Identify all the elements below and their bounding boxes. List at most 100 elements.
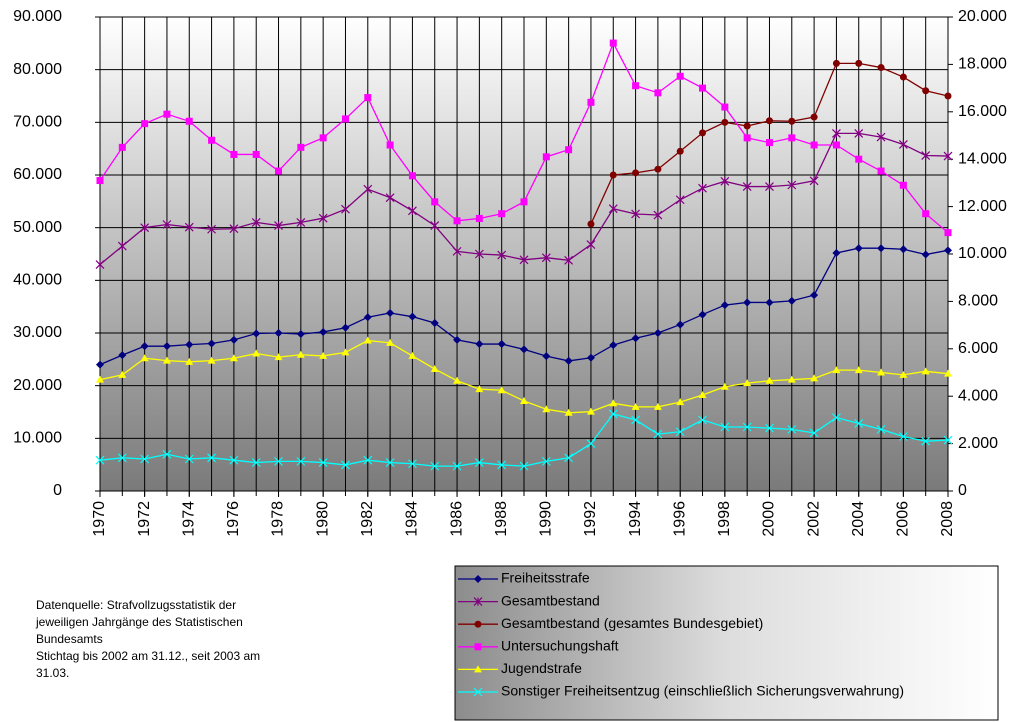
marker (541, 456, 551, 466)
marker (430, 461, 440, 471)
marker (363, 336, 372, 344)
y-tick-label: 50.000 (13, 219, 62, 236)
marker (95, 455, 105, 465)
marker (453, 376, 462, 384)
marker (252, 349, 261, 357)
marker (274, 221, 283, 230)
marker (810, 291, 819, 300)
marker (520, 345, 528, 354)
x-tick-label: 1990 (538, 501, 555, 537)
marker (184, 454, 194, 464)
marker (498, 210, 506, 218)
marker (564, 408, 573, 416)
x-tick-label: 1984 (404, 501, 421, 537)
marker (140, 454, 150, 464)
marker (854, 128, 864, 138)
legend-box (454, 565, 999, 721)
marker (854, 366, 863, 374)
marker (185, 340, 194, 349)
marker (475, 214, 483, 222)
x-tick-label: 1980 (314, 501, 331, 537)
marker (520, 396, 528, 404)
legend-label: Gesamtbestand (gesamtes Bundesgebiet) (501, 615, 763, 631)
marker (453, 335, 462, 344)
marker (743, 379, 752, 387)
marker (185, 357, 194, 365)
marker (765, 117, 773, 125)
marker (229, 455, 239, 465)
x-tick-label: 1972 (136, 501, 153, 537)
marker (742, 182, 752, 192)
marker (230, 150, 238, 158)
marker (586, 439, 596, 449)
marker (341, 460, 350, 470)
marker (207, 224, 217, 234)
legend-label: Freiheitsstrafe (501, 570, 590, 586)
marker (899, 245, 908, 254)
y-tick-label: 30.000 (13, 324, 62, 341)
source-note: Stichtag bis 2002 am 31.12., seit 2003 a… (36, 649, 260, 663)
marker (877, 167, 885, 175)
marker (653, 402, 662, 410)
marker (653, 329, 662, 337)
marker (408, 351, 417, 359)
marker (676, 320, 685, 329)
marker (118, 351, 127, 360)
marker (96, 360, 104, 369)
x-tick-label: 1988 (493, 501, 510, 537)
marker (252, 329, 261, 338)
x-tick-label: 1974 (180, 501, 197, 537)
marker (564, 453, 574, 463)
y2-tick-label: 6.000 (958, 340, 998, 357)
y-tick-label: 70.000 (13, 114, 62, 131)
marker (765, 423, 774, 433)
marker (252, 150, 260, 158)
legend-label: Jugendstrafe (501, 660, 582, 676)
y2-tick-label: 16.000 (958, 103, 1007, 120)
marker (141, 120, 149, 128)
marker (721, 118, 729, 126)
marker (208, 136, 216, 144)
marker (943, 151, 953, 161)
marker (587, 220, 595, 228)
marker (876, 424, 886, 434)
marker (274, 456, 283, 466)
marker (229, 354, 238, 362)
source-note: Datenquelle: Strafvollzugsstatistik der (36, 598, 236, 612)
y2-tick-label: 10.000 (958, 245, 1007, 262)
marker (341, 115, 349, 123)
x-tick-label: 2004 (850, 501, 867, 537)
marker (676, 398, 685, 406)
marker (319, 351, 328, 359)
marker (341, 348, 350, 356)
marker (787, 296, 796, 305)
marker (453, 217, 461, 225)
marker (431, 198, 439, 206)
marker (676, 72, 684, 80)
marker (319, 327, 328, 336)
marker (162, 220, 172, 229)
x-tick-label: 2002 (805, 501, 822, 537)
marker (319, 134, 327, 142)
marker (944, 369, 952, 377)
marker (296, 217, 306, 227)
marker (743, 122, 751, 130)
marker (654, 89, 662, 97)
marker (832, 141, 840, 149)
marker (631, 415, 641, 425)
marker (809, 176, 819, 186)
marker (609, 399, 618, 407)
marker (386, 141, 394, 149)
marker (787, 180, 797, 190)
marker (474, 575, 482, 583)
marker (831, 413, 841, 422)
marker (832, 59, 840, 67)
legend-label: Gesamtbestand (501, 592, 600, 608)
marker (721, 103, 729, 111)
marker (386, 338, 395, 346)
marker (943, 435, 953, 445)
y2-tick-label: 20.000 (958, 8, 1007, 25)
y2-tick-label: 14.000 (958, 150, 1007, 167)
marker (675, 427, 685, 437)
